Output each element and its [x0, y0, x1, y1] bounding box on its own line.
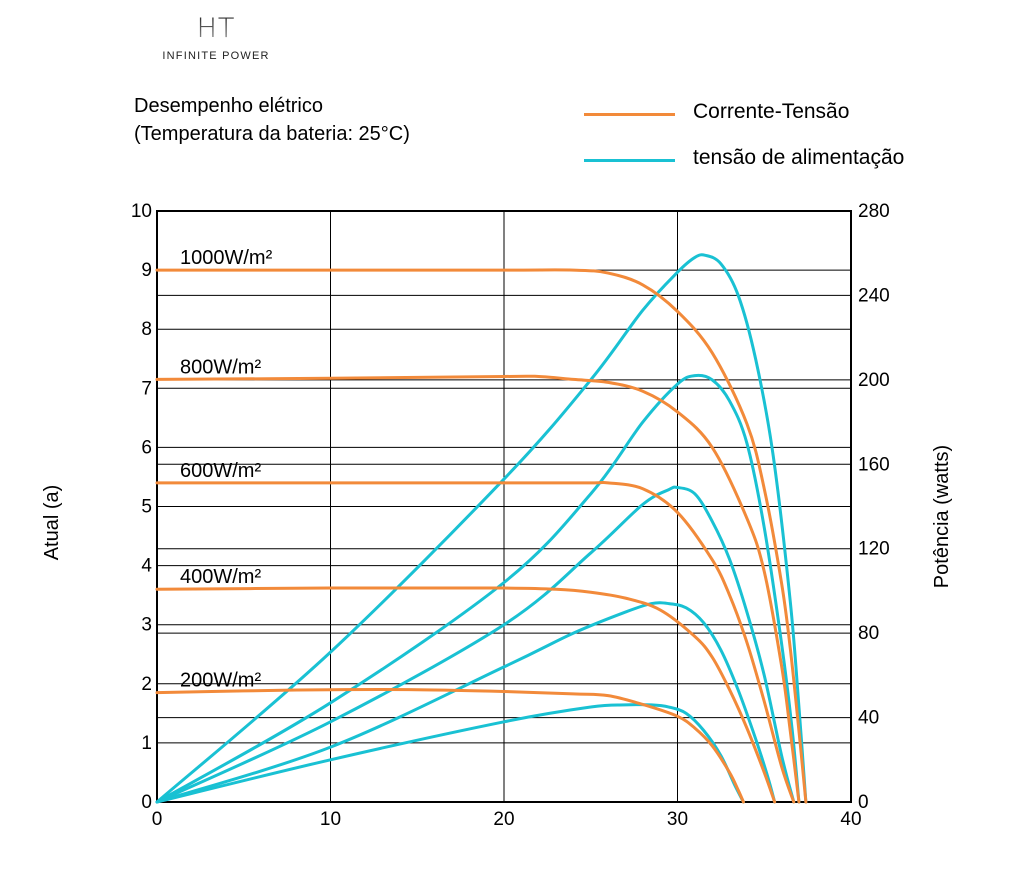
x-tick-label: 40 — [840, 809, 861, 830]
legend-item-power-voltage: tensão de alimentação — [584, 144, 964, 190]
y2-tick-label: 40 — [858, 708, 879, 729]
y2-tick-label: 80 — [858, 623, 879, 644]
y-tick-label: 9 — [141, 260, 152, 281]
current-curve-1 — [155, 374, 801, 804]
legend-label: Corrente-Tensão — [693, 100, 850, 123]
x-tick-label: 0 — [152, 809, 163, 830]
curve-label-irradiance: 600W/m² — [180, 460, 261, 482]
chart-subtitle: (Temperatura da bateria: 25°C) — [134, 123, 410, 145]
current-curve-4 — [155, 688, 745, 804]
chart-title-block: Desempenho elétrico (Temperatura da bate… — [134, 92, 410, 148]
plot-frame — [156, 210, 852, 803]
logo-tagline: INFINITE POWER — [162, 50, 270, 62]
power-curve-1 — [155, 373, 801, 804]
y-tick-label: 8 — [141, 319, 152, 340]
x-tick-label: 30 — [667, 809, 688, 830]
current-curve-3 — [155, 586, 777, 804]
y2-tick-label: 160 — [858, 454, 890, 475]
chart-title: Desempenho elétrico — [134, 95, 323, 117]
x-tick-label: 20 — [493, 809, 514, 830]
y-tick-label: 4 — [141, 556, 152, 577]
y-tick-label: 5 — [141, 497, 152, 518]
y-axis-title: Atual (a) — [41, 485, 63, 561]
chart-legend: Corrente-Tensão tensão de alimentação — [584, 98, 964, 190]
y2-tick-label: 240 — [858, 285, 890, 306]
curve-label-irradiance: 400W/m² — [180, 566, 261, 588]
curve-label-irradiance: 1000W/m² — [180, 247, 273, 269]
power-curve-2 — [155, 485, 796, 804]
legend-label: tensão de alimentação — [693, 146, 905, 169]
y-tick-label: 1 — [141, 733, 152, 754]
y-tick-label: 3 — [141, 615, 152, 636]
power-curve-3 — [155, 601, 777, 804]
y-tick-label: 0 — [141, 792, 152, 813]
y2-tick-label: 200 — [858, 370, 890, 391]
brand-logo: HT INFINITE POWER — [150, 14, 282, 63]
y-tick-label: 7 — [141, 378, 152, 399]
power-curve-0 — [155, 253, 808, 804]
x-tick-label: 10 — [320, 809, 341, 830]
y2-tick-label: 120 — [858, 539, 890, 560]
logo-mark: HT — [150, 14, 282, 44]
y-tick-label: 10 — [131, 201, 152, 222]
legend-item-current-voltage: Corrente-Tensão — [584, 98, 964, 144]
y2-axis-title: Potência (watts) — [931, 445, 953, 588]
curve-label-irradiance: 200W/m² — [180, 670, 261, 692]
legend-swatch-cyan — [584, 159, 675, 162]
y2-tick-label: 280 — [858, 201, 890, 222]
current-curve-0 — [155, 268, 808, 804]
legend-swatch-orange — [584, 113, 675, 116]
current-curve-2 — [155, 480, 796, 804]
curve-label-irradiance: 800W/m² — [180, 356, 261, 378]
y-tick-label: 2 — [141, 674, 152, 695]
y-tick-label: 6 — [141, 437, 152, 458]
y2-tick-label: 0 — [858, 792, 869, 813]
